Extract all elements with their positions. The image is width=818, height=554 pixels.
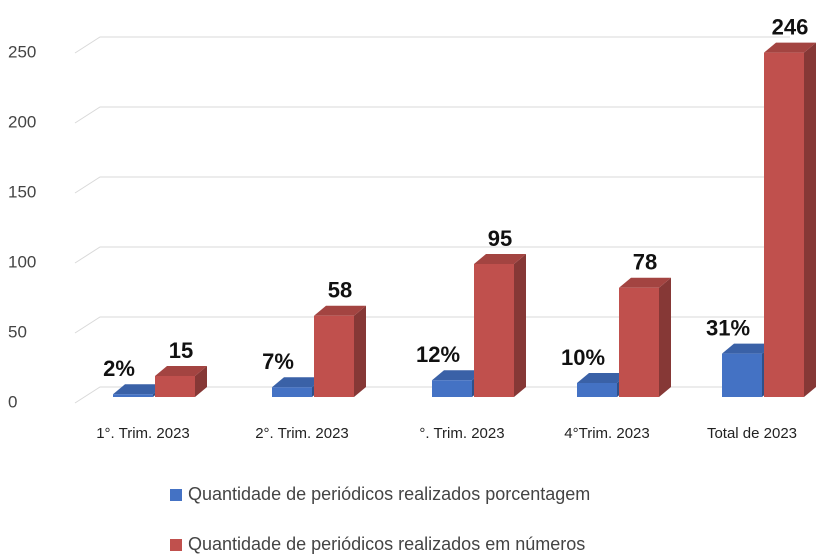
data-label: 58	[328, 278, 352, 303]
grid-line	[74, 316, 790, 334]
x-tick-label: 2°. Trim. 2023	[255, 425, 349, 442]
bar-face	[722, 353, 762, 397]
y-tick-label: 50	[8, 322, 27, 341]
bar-face	[577, 383, 617, 397]
bar-face	[619, 277, 671, 288]
bar-face	[314, 305, 366, 316]
bar-face	[577, 373, 629, 383]
data-label: 2%	[103, 356, 135, 381]
legend-swatch	[170, 539, 182, 551]
x-tick-label: 4°Trim. 2023	[564, 425, 649, 442]
data-label: 10%	[561, 345, 605, 370]
data-label: 12%	[416, 342, 460, 367]
bar-face	[474, 254, 526, 264]
bar-face	[195, 366, 207, 397]
grid-line	[74, 36, 790, 54]
bar	[314, 305, 366, 397]
data-label: 15	[169, 338, 193, 363]
bar-face	[354, 305, 366, 397]
y-tick-label: 250	[8, 42, 36, 61]
bar-face	[722, 343, 774, 354]
bar	[155, 366, 207, 397]
bar-face	[272, 377, 324, 388]
data-label: 31%	[706, 315, 750, 340]
data-label: 7%	[262, 349, 294, 374]
grid-line	[74, 386, 790, 404]
grid-line	[74, 176, 790, 194]
bar-face	[155, 366, 207, 376]
legend-swatch	[170, 489, 182, 501]
bar-face	[113, 394, 153, 397]
bar-face	[272, 387, 312, 397]
bar-face	[804, 42, 816, 397]
bar-face	[432, 380, 472, 397]
bar-face	[659, 277, 671, 397]
bar-face	[619, 287, 659, 397]
y-tick-label: 100	[8, 252, 36, 271]
bar	[764, 42, 816, 397]
x-tick-label: °. Trim. 2023	[419, 425, 504, 442]
bar-face	[155, 376, 195, 397]
bar-face	[474, 264, 514, 397]
data-label: 95	[488, 226, 512, 251]
legend-label: Quantidade de periódicos realizados porc…	[188, 484, 590, 504]
x-tick-label: Total de 2023	[707, 425, 797, 442]
bar-face	[113, 384, 165, 395]
bar-face	[764, 52, 804, 397]
data-label: 78	[633, 250, 657, 275]
bar-face	[514, 254, 526, 397]
x-tick-label: 1°. Trim. 2023	[96, 425, 190, 442]
y-tick-label: 0	[8, 392, 17, 411]
y-tick-label: 150	[8, 182, 36, 201]
y-tick-label: 200	[8, 112, 36, 131]
legend-label: Quantidade de periódicos realizados em n…	[188, 534, 585, 554]
grid-line	[74, 246, 790, 264]
bar	[474, 254, 526, 397]
bar	[619, 277, 671, 397]
bar-face	[764, 42, 816, 53]
bar-face	[432, 370, 484, 381]
bar-face	[314, 315, 354, 397]
grid-line	[74, 106, 790, 124]
data-label: 246	[772, 14, 809, 39]
